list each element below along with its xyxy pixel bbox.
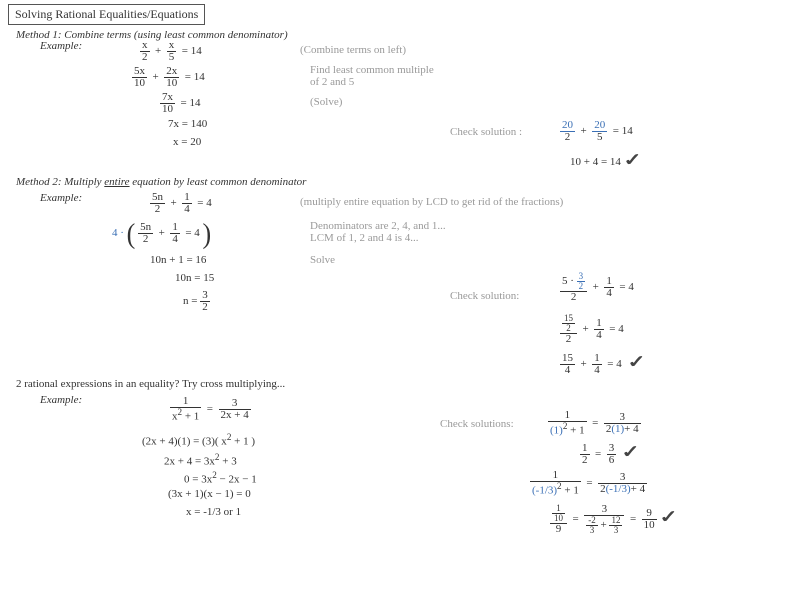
m1-eq1: x2 + x5 = 14: [140, 40, 202, 63]
m2-check-lbl: Check solution:: [450, 290, 519, 302]
method1-heading: Method 1: Combine terms (using least com…: [16, 29, 800, 41]
m3-chk1: 1(1)2 + 1 = 32(1)+ 4: [548, 410, 641, 437]
m2-eq5: n = 32: [183, 290, 210, 313]
m3-s4: (3x + 1)(x − 1) = 0: [168, 488, 251, 500]
m2-eq4: 10n = 15: [175, 272, 214, 284]
check-icon: ✓: [626, 351, 646, 373]
m3-chk4: 110 9 = 3-23 + 123 = 910 ✓: [550, 504, 676, 535]
m3-chk3: 1(-1/3)2 + 1 = 32(-1/3)+ 4: [530, 470, 647, 497]
m2-note2: Denominators are 2, 4, and 1...LCM of 1,…: [310, 220, 446, 244]
m2-note3: Solve: [310, 254, 335, 266]
m1-eq2: 5x10 + 2x10 = 14: [132, 66, 205, 89]
m1-note3: (Solve): [310, 96, 342, 108]
check-icon: ✓: [621, 441, 641, 463]
m2-chk1: 5 · 322 + 14 = 4: [560, 272, 634, 303]
m1-note2: Find least common multipleof 2 and 5: [310, 64, 434, 88]
m1-note1: (Combine terms on left): [300, 44, 406, 56]
m3-chk2: 12 = 36 ✓: [580, 442, 638, 466]
m1-check-lbl: Check solution :: [450, 126, 522, 138]
method2-heading: Method 2: Multiply entire equation by le…: [16, 176, 306, 188]
m2-eq2: 4 · ( 5n2 + 14 = 4 ): [112, 222, 211, 245]
page-title: Solving Rational Equalities/Equations: [8, 4, 205, 25]
m2-note1: (multiply entire equation by LCD to get …: [300, 196, 563, 208]
m2-example: Example:: [40, 192, 82, 204]
m3-s1: (2x + 4)(1) = (3)( x2 + 1 ): [142, 432, 255, 448]
m3-example: Example:: [40, 394, 82, 406]
m1-chk2: 10 + 4 = 14 ✓: [570, 150, 640, 170]
m2-chk2: 1522 + 14 = 4: [560, 314, 624, 345]
method3-heading: 2 rational expressions in an equality? T…: [16, 378, 285, 390]
check-icon: ✓: [623, 149, 643, 171]
m1-example: Example:: [40, 40, 82, 52]
check-icon: ✓: [659, 506, 679, 528]
m2-eq3: 10n + 1 = 16: [150, 254, 206, 266]
m1-eq5: x = 20: [173, 136, 201, 148]
m1-eq4: 7x = 140: [168, 118, 207, 130]
m3-s2: 2x + 4 = 3x2 + 3: [164, 452, 237, 468]
m1-chk1: 202 + 205 = 14: [560, 120, 633, 143]
m3-check-lbl: Check solutions:: [440, 418, 514, 430]
m3-s5: x = -1/3 or 1: [186, 506, 241, 518]
m3-s3: 0 = 3x2 − 2x − 1: [184, 470, 257, 486]
m3-eq1: 1x2 + 1 = 32x + 4: [170, 396, 251, 423]
m1-eq3: 7x10 = 14: [160, 92, 200, 115]
m2-chk3: 154 + 14 = 4 ✓: [560, 352, 643, 376]
m2-eq1: 5n2 + 14 = 4: [150, 192, 212, 215]
